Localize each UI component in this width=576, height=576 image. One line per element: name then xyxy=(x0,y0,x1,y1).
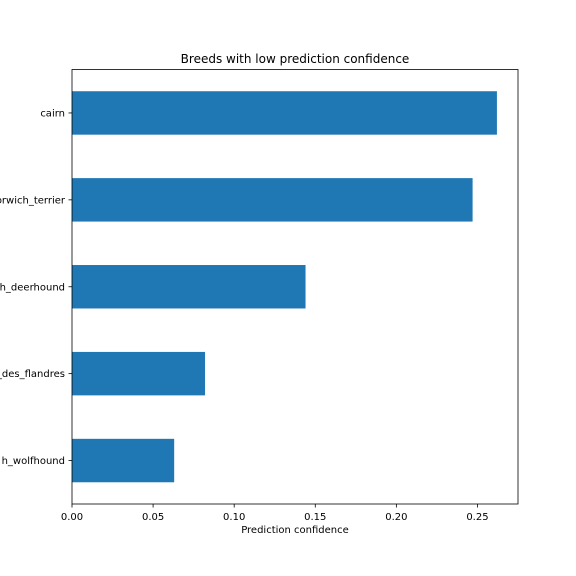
y-tick-label-0: cairn xyxy=(40,108,65,119)
x-axis-label: Prediction confidence xyxy=(241,525,349,536)
x-ticks-group: 0.00 0.05 0.10 0.15 0.20 0.25 xyxy=(61,504,489,523)
plot-frame xyxy=(71,69,519,505)
bar-0 xyxy=(72,91,497,135)
y-tick-label-3: _des_flandres xyxy=(0,369,65,380)
bar-3 xyxy=(72,351,205,396)
x-tick-label-0: 0.00 xyxy=(61,512,83,523)
x-tick-label-1: 0.05 xyxy=(142,512,164,523)
x-tick-label-5: 0.25 xyxy=(466,512,488,523)
bar-1 xyxy=(72,178,473,222)
y-tick-label-2: h_deerhound xyxy=(0,282,65,293)
bar-2 xyxy=(72,265,306,309)
y-tick-label-4: h_wolfhound xyxy=(2,456,65,467)
bars-group xyxy=(72,91,497,483)
x-tick-label-4: 0.20 xyxy=(385,512,407,523)
x-tick-label-3: 0.15 xyxy=(304,512,326,523)
chart-title: Breeds with low prediction confidence xyxy=(181,52,410,66)
y-ticks-group: cairn orwich_terrier h_deerhound _des_fland… xyxy=(0,108,72,467)
y-tick-label-1: orwich_terrier xyxy=(0,195,66,206)
x-tick-label-2: 0.10 xyxy=(223,512,245,523)
bar-4 xyxy=(72,438,175,483)
